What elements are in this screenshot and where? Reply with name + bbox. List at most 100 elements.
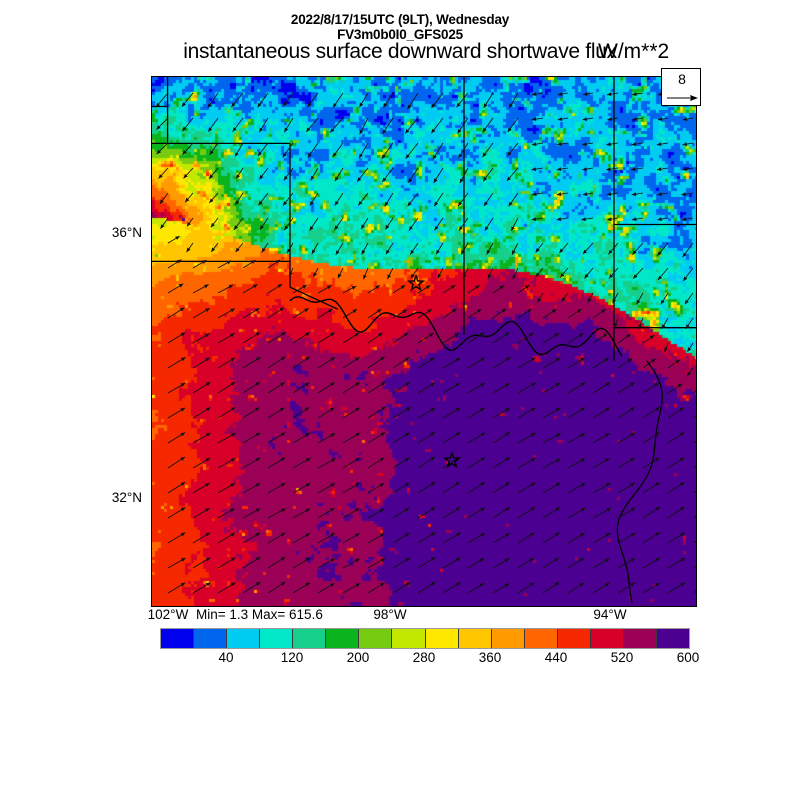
wind-vector-head (230, 508, 235, 513)
colorbar-swatch-5[interactable] (326, 629, 360, 648)
wind-vector-head (306, 458, 311, 462)
wind-vector-head (255, 332, 261, 336)
colorbar-swatch-0[interactable] (161, 629, 195, 648)
wind-vector-head (427, 309, 432, 314)
wind-vector-head (626, 334, 631, 338)
wind-vector-head (159, 199, 164, 204)
wind-vector-head (355, 583, 361, 588)
wind-vector-head (482, 152, 487, 158)
wind-vector-head (255, 308, 260, 312)
x-axis-tick-94: 94°W (593, 607, 627, 622)
wind-vector-head (657, 251, 662, 256)
colorbar-swatch-11[interactable] (524, 629, 558, 648)
wind-vector-head (480, 357, 485, 362)
colorbar-swatch-3[interactable] (260, 629, 294, 648)
wind-vector-head (379, 457, 385, 462)
wind-vector-head (682, 142, 687, 146)
wind-vector-head (230, 381, 236, 386)
colorbar-swatch-12[interactable] (557, 629, 591, 648)
wind-vector-head (430, 382, 435, 387)
wind-vector-head (605, 483, 611, 487)
wind-vector-head (330, 533, 335, 537)
wind-vector-head (404, 332, 409, 337)
wind-vector-head (259, 127, 263, 133)
colorbar-swatch-6[interactable] (359, 629, 393, 648)
colorbar[interactable] (160, 628, 690, 649)
colorbar-swatch-15[interactable] (656, 629, 689, 648)
wind-vector-head (156, 149, 161, 155)
colorbar-swatch-14[interactable] (623, 629, 657, 648)
wind-vector-head (684, 299, 689, 305)
colorbar-swatch-7[interactable] (392, 629, 426, 648)
wind-vector-head (580, 433, 585, 438)
wind-vector-head (682, 252, 687, 258)
wind-vector-head (480, 432, 486, 437)
wind-vector-head (484, 226, 489, 231)
wind-vector-head (255, 407, 260, 412)
wind-vector-head (579, 558, 584, 562)
wind-vector-head (381, 406, 386, 411)
wind-vector-head (355, 558, 360, 563)
colorbar-swatch-9[interactable] (458, 629, 492, 648)
wind-vector-head (680, 582, 686, 587)
wind-vector-head (381, 154, 386, 159)
map-plot-area[interactable] (151, 76, 697, 607)
wind-vector-head (330, 407, 335, 412)
wind-vector-head (234, 225, 238, 230)
wind-vector-head (657, 217, 662, 221)
wind-vector (692, 465, 696, 469)
wind-vector-head (504, 583, 510, 588)
colorbar-swatch-10[interactable] (491, 629, 525, 648)
wind-vector-head (660, 299, 665, 305)
colorbar-swatch-2[interactable] (227, 629, 261, 648)
wind-vector-head (209, 150, 214, 155)
wind-vector-head (556, 142, 562, 146)
shortwave-flux-heatmap (152, 77, 696, 606)
wind-vector-head (431, 532, 436, 537)
wind-vector-head (579, 582, 585, 587)
wind-vector-head (181, 558, 186, 562)
wind-vector-head (483, 176, 488, 182)
wind-vector-head (284, 127, 289, 133)
wind-vector-head (655, 432, 660, 437)
wind-vector-head (281, 332, 286, 336)
wind-vector-head (231, 407, 236, 411)
colorbar-swatch-1[interactable] (194, 629, 228, 648)
wind-vector-head (156, 125, 161, 130)
wind-vector-head (430, 357, 435, 362)
state-border (289, 286, 339, 310)
wind-vector-head (677, 383, 683, 388)
wind-vector-head (160, 224, 165, 229)
wind-vector-head (681, 217, 687, 221)
wind-vector-head (280, 432, 286, 437)
wind-vector-head (480, 507, 485, 512)
wind-vector-head (379, 483, 385, 488)
wind-vector-head (180, 407, 185, 412)
wind-vector-head (226, 260, 232, 265)
subtitle-model: FV3m0b0I0_GFS025 (337, 27, 463, 42)
wind-vector-head (179, 307, 185, 312)
colorbar-swatch-8[interactable] (425, 629, 459, 648)
wind-vector-head (455, 482, 460, 486)
wind-vector-head (505, 482, 510, 486)
colorbar-swatch-13[interactable] (590, 629, 624, 648)
colorbar-tick-520: 520 (610, 650, 634, 665)
wind-vector-head (632, 117, 637, 121)
wind-vector-head (279, 407, 285, 412)
wind-vector-head (408, 178, 413, 183)
colorbar-swatch-4[interactable] (293, 629, 327, 648)
colorbar-tick-600: 600 (676, 650, 700, 665)
wind-vector-head (334, 200, 339, 206)
wind-vector-head (380, 582, 385, 587)
wind-vector-head (480, 408, 485, 412)
wind-vector-head (554, 333, 559, 338)
wind-vector-head (655, 557, 661, 562)
wind-vector-head (580, 382, 586, 387)
wind-vector-head (512, 250, 516, 255)
wind-vector-head (330, 128, 335, 133)
wind-vector-head (378, 332, 383, 337)
wind-vector-head (256, 581, 261, 586)
wind-vector-head (234, 152, 239, 157)
page-title: instantaneous surface downward shortwave… (183, 40, 617, 63)
wind-vector-head (334, 176, 339, 182)
